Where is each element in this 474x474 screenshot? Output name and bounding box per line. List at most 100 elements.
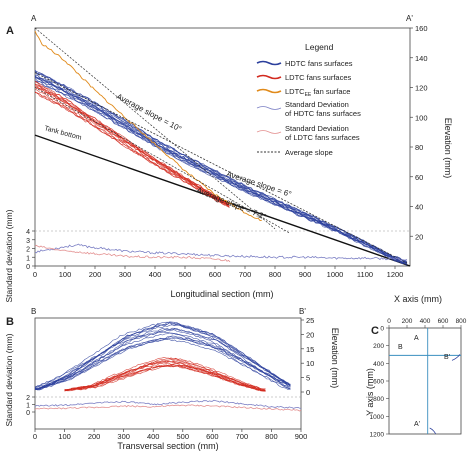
c-y-tick-label: 600: [373, 379, 384, 386]
panel-a-y-ticks-right: 20 40 60 80 100 120 140 160: [410, 24, 428, 241]
b-ldtc-surface-line: [64, 357, 266, 391]
a-x-tick-label: 800: [269, 270, 282, 279]
legend-swatch-hdtc: [256, 60, 282, 66]
b-x-tick-label: 200: [88, 432, 101, 441]
b-sd-hdtc-line: [34, 399, 302, 409]
annotation-tank-bottom: Tank bottom: [43, 125, 82, 142]
section-a-end: A': [406, 14, 413, 23]
legend-label-sd-hdtc-1: Standard Deviation: [285, 100, 349, 109]
a-x-tick-label: 900: [299, 270, 312, 279]
b-hdtc-surface-line: [34, 321, 291, 389]
a-y-left-tick-label: 0: [26, 264, 30, 271]
a-x-tick-label: 0: [33, 270, 37, 279]
a-x-tick-label: 600: [209, 270, 222, 279]
c-y-tick-label: 1000: [370, 414, 385, 421]
panel-a-right-axis-label: Elevation (mm): [443, 118, 453, 179]
c-x-tick-label: 600: [438, 318, 449, 325]
hdtc-surface-line: [34, 75, 408, 264]
a-x-tick-label: 1200: [387, 270, 404, 279]
b-x-tick-label: 0: [33, 432, 37, 441]
b-sd-ldtc-line: [34, 404, 302, 412]
panel-c-label: C: [371, 325, 379, 337]
legend-swatch-sd-hdtc: [256, 106, 282, 110]
hdtc-surface-line: [34, 74, 408, 264]
panel-c-x-ticks: 0 200 400 600 800: [387, 318, 467, 328]
c-y-tick-label: 400: [373, 361, 384, 368]
a-y-right-tick-label: 100: [415, 113, 428, 122]
b-x-tick-label: 300: [117, 432, 130, 441]
b-x-tick-label: 900: [295, 432, 308, 441]
a-x-tick-label: 100: [59, 270, 72, 279]
a-y-left-tick-label: 3: [26, 238, 30, 245]
c-y-tick-label: 1200: [370, 432, 385, 439]
section-b-start: B: [31, 307, 36, 316]
legend-swatch-ldtc-ee: [256, 88, 282, 94]
panel-a-x-ticks: 0 100 200 300 400 500 600 700 800 900 1000 1100 1200: [33, 266, 403, 279]
average-slope-line: [34, 27, 276, 230]
b-ldtc-surface-line: [64, 364, 266, 392]
b-x-tick-label: 800: [265, 432, 278, 441]
panel-b-label: B: [6, 316, 14, 328]
a-x-tick-label: 200: [89, 270, 102, 279]
c-fan-outline: [429, 427, 437, 435]
a-x-tick-label: 400: [149, 270, 162, 279]
c-y-tick-label: 0: [380, 326, 384, 333]
sd-ldtc-line: [34, 244, 231, 263]
b-hdtc-surface-line: [34, 332, 291, 391]
c-x-tick-label: 0: [387, 318, 391, 325]
c-x-tick-label: 800: [456, 318, 467, 325]
c-y-tick-label: 800: [373, 396, 384, 403]
a-y-right-tick-label: 20: [415, 232, 423, 241]
a-y-left-tick-label: 2: [26, 247, 30, 254]
legend-entry-sd-ldtc: Standard Deviation of LDTC fans surfaces: [256, 124, 360, 142]
legend-swatch-sd-ldtc: [256, 130, 282, 134]
panel-b-x-axis-label: Transversal section (mm): [117, 441, 218, 451]
b-ldtc-surface-line: [64, 364, 266, 391]
panel-a-std-series: [34, 243, 408, 263]
a-x-tick-label: 1000: [327, 270, 344, 279]
c-y-tick-label: 200: [373, 343, 384, 350]
legend-label-sd-ldtc-2: of LDTC fans surfaces: [285, 133, 360, 142]
sd-hdtc-line: [34, 243, 408, 261]
b-y-right-tick-label: 5: [306, 374, 310, 383]
ldtc-surface-line: [34, 91, 230, 208]
hdtc-surface-line: [34, 80, 408, 265]
panel-b-y-ticks-right: 0 5 10 15 20 25: [301, 316, 314, 397]
a-y-left-tick-label: 4: [26, 229, 30, 236]
b-y-right-tick-label: 0: [306, 388, 310, 397]
c-x-tick-label: 200: [402, 318, 413, 325]
panel-a-label: A: [6, 25, 14, 37]
panel-b-series: [34, 321, 291, 392]
tank-bottom-line: [34, 134, 411, 267]
c-marker-a-top: A: [414, 335, 419, 342]
legend-entry-average-slope: Average slope: [257, 148, 333, 157]
panel-a-x-axis-label: Longitudinal section (mm): [170, 289, 273, 299]
legend-entry-sd-hdtc: Standard Deviation of HDTC fans surfaces: [256, 100, 361, 118]
section-b-end: B': [299, 307, 306, 316]
legend-entry-ldtc: LDTC fans surfaces: [256, 73, 352, 82]
panel-a: A A A' 0 100 200 300 400 500 600 700 800 900 1000 1…: [4, 14, 453, 303]
panel-c-series: [389, 328, 461, 435]
legend-label-sd-hdtc-2: of HDTC fans surfaces: [285, 109, 361, 118]
b-x-tick-label: 600: [206, 432, 219, 441]
panel-b-left-axis-label: Standard deviation (mm): [4, 333, 14, 426]
b-hdtc-surface-line: [34, 321, 291, 390]
c-fan-outline: [451, 354, 461, 361]
legend-entry-hdtc: HDTC fans surfaces: [256, 59, 353, 68]
legend-entry-ldtc-ee: LDTCEE fan surface: [256, 87, 350, 98]
b-y-right-tick-label: 10: [306, 359, 314, 368]
b-y-right-tick-label: 15: [306, 345, 314, 354]
panel-b-y-ticks-left: 012: [26, 395, 35, 417]
b-y-left-tick-label: 2: [26, 395, 30, 402]
panel-c: C X axis (mm) Y axis (mm) 0 200 400 600 800 …: [365, 294, 467, 439]
a-y-right-tick-label: 140: [415, 54, 428, 63]
b-hdtc-surface-line: [34, 324, 291, 390]
ldtc-surface-line: [34, 86, 230, 207]
b-hdtc-surface-line: [34, 330, 291, 390]
b-y-right-tick-label: 20: [306, 330, 314, 339]
b-x-tick-label: 100: [58, 432, 71, 441]
panel-b-right-axis-label: Elevation (mm): [330, 328, 340, 389]
legend-label-average-slope: Average slope: [285, 148, 333, 157]
hdtc-surface-line: [34, 71, 408, 263]
